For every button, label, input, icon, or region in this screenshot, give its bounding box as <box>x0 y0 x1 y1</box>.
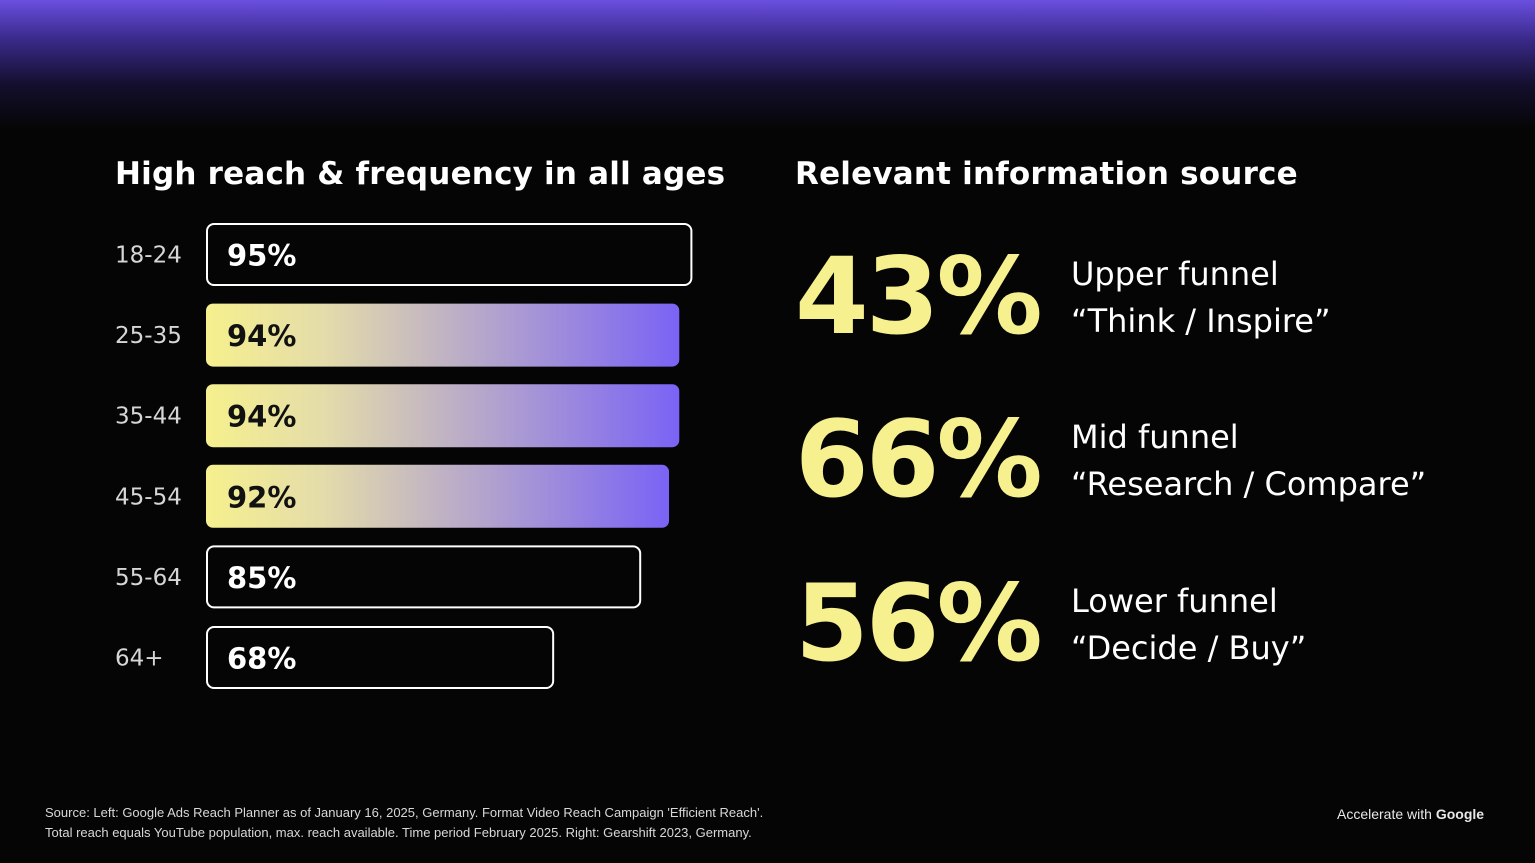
top-gradient-glow <box>0 0 1535 130</box>
bar <box>206 303 680 367</box>
bar-value-label: 94% <box>227 400 296 434</box>
bar <box>206 626 555 689</box>
bar-value-label: 92% <box>227 480 296 514</box>
bar-value-label: 95% <box>227 239 296 273</box>
category-label: 64+ <box>115 646 164 672</box>
stat-value: 43% <box>795 235 1043 358</box>
category-label: 25-35 <box>115 323 182 349</box>
category-label: 35-44 <box>115 404 182 430</box>
brand-name: Google <box>1435 806 1485 822</box>
bar-value-label: 68% <box>227 642 296 676</box>
stat-quote-label: “Decide / Buy” <box>1071 629 1307 667</box>
stat-stage-label: Lower funnel <box>1071 582 1278 620</box>
brand-prefix: Accelerate with <box>1337 806 1436 822</box>
category-label: 55-64 <box>115 565 182 591</box>
bar <box>206 464 670 528</box>
source-line-2: Total reach equals YouTube population, m… <box>45 825 752 840</box>
category-label: 18-24 <box>115 243 182 269</box>
bar <box>206 545 642 609</box>
bar <box>206 384 680 448</box>
stat-stage-label: Mid funnel <box>1071 418 1239 456</box>
bar-value-label: 85% <box>227 561 296 595</box>
category-label: 45-54 <box>115 484 182 510</box>
source-footnote: Source: Left: Google Ads Reach Planner a… <box>45 803 945 843</box>
stat-quote-label: “Research / Compare” <box>1071 465 1427 503</box>
bar-value-label: 94% <box>227 319 296 353</box>
bar <box>206 223 693 286</box>
chart-title: High reach & frequency in all ages <box>115 156 726 192</box>
stat-quote-label: “Think / Inspire” <box>1071 302 1331 340</box>
stat-stage-label: Upper funnel <box>1071 255 1279 293</box>
brand-logo: Accelerate with Google <box>1337 806 1484 822</box>
source-line-1: Source: Left: Google Ads Reach Planner a… <box>45 805 764 820</box>
age-reach-bar-chart: 18-24 95% 25-35 94% 35-44 94% 45-54 92% 55-64 85%… <box>115 223 693 689</box>
stat-value: 56% <box>795 562 1043 685</box>
stat-value: 66% <box>795 398 1043 521</box>
info-source-title: Relevant information source <box>795 156 1298 192</box>
